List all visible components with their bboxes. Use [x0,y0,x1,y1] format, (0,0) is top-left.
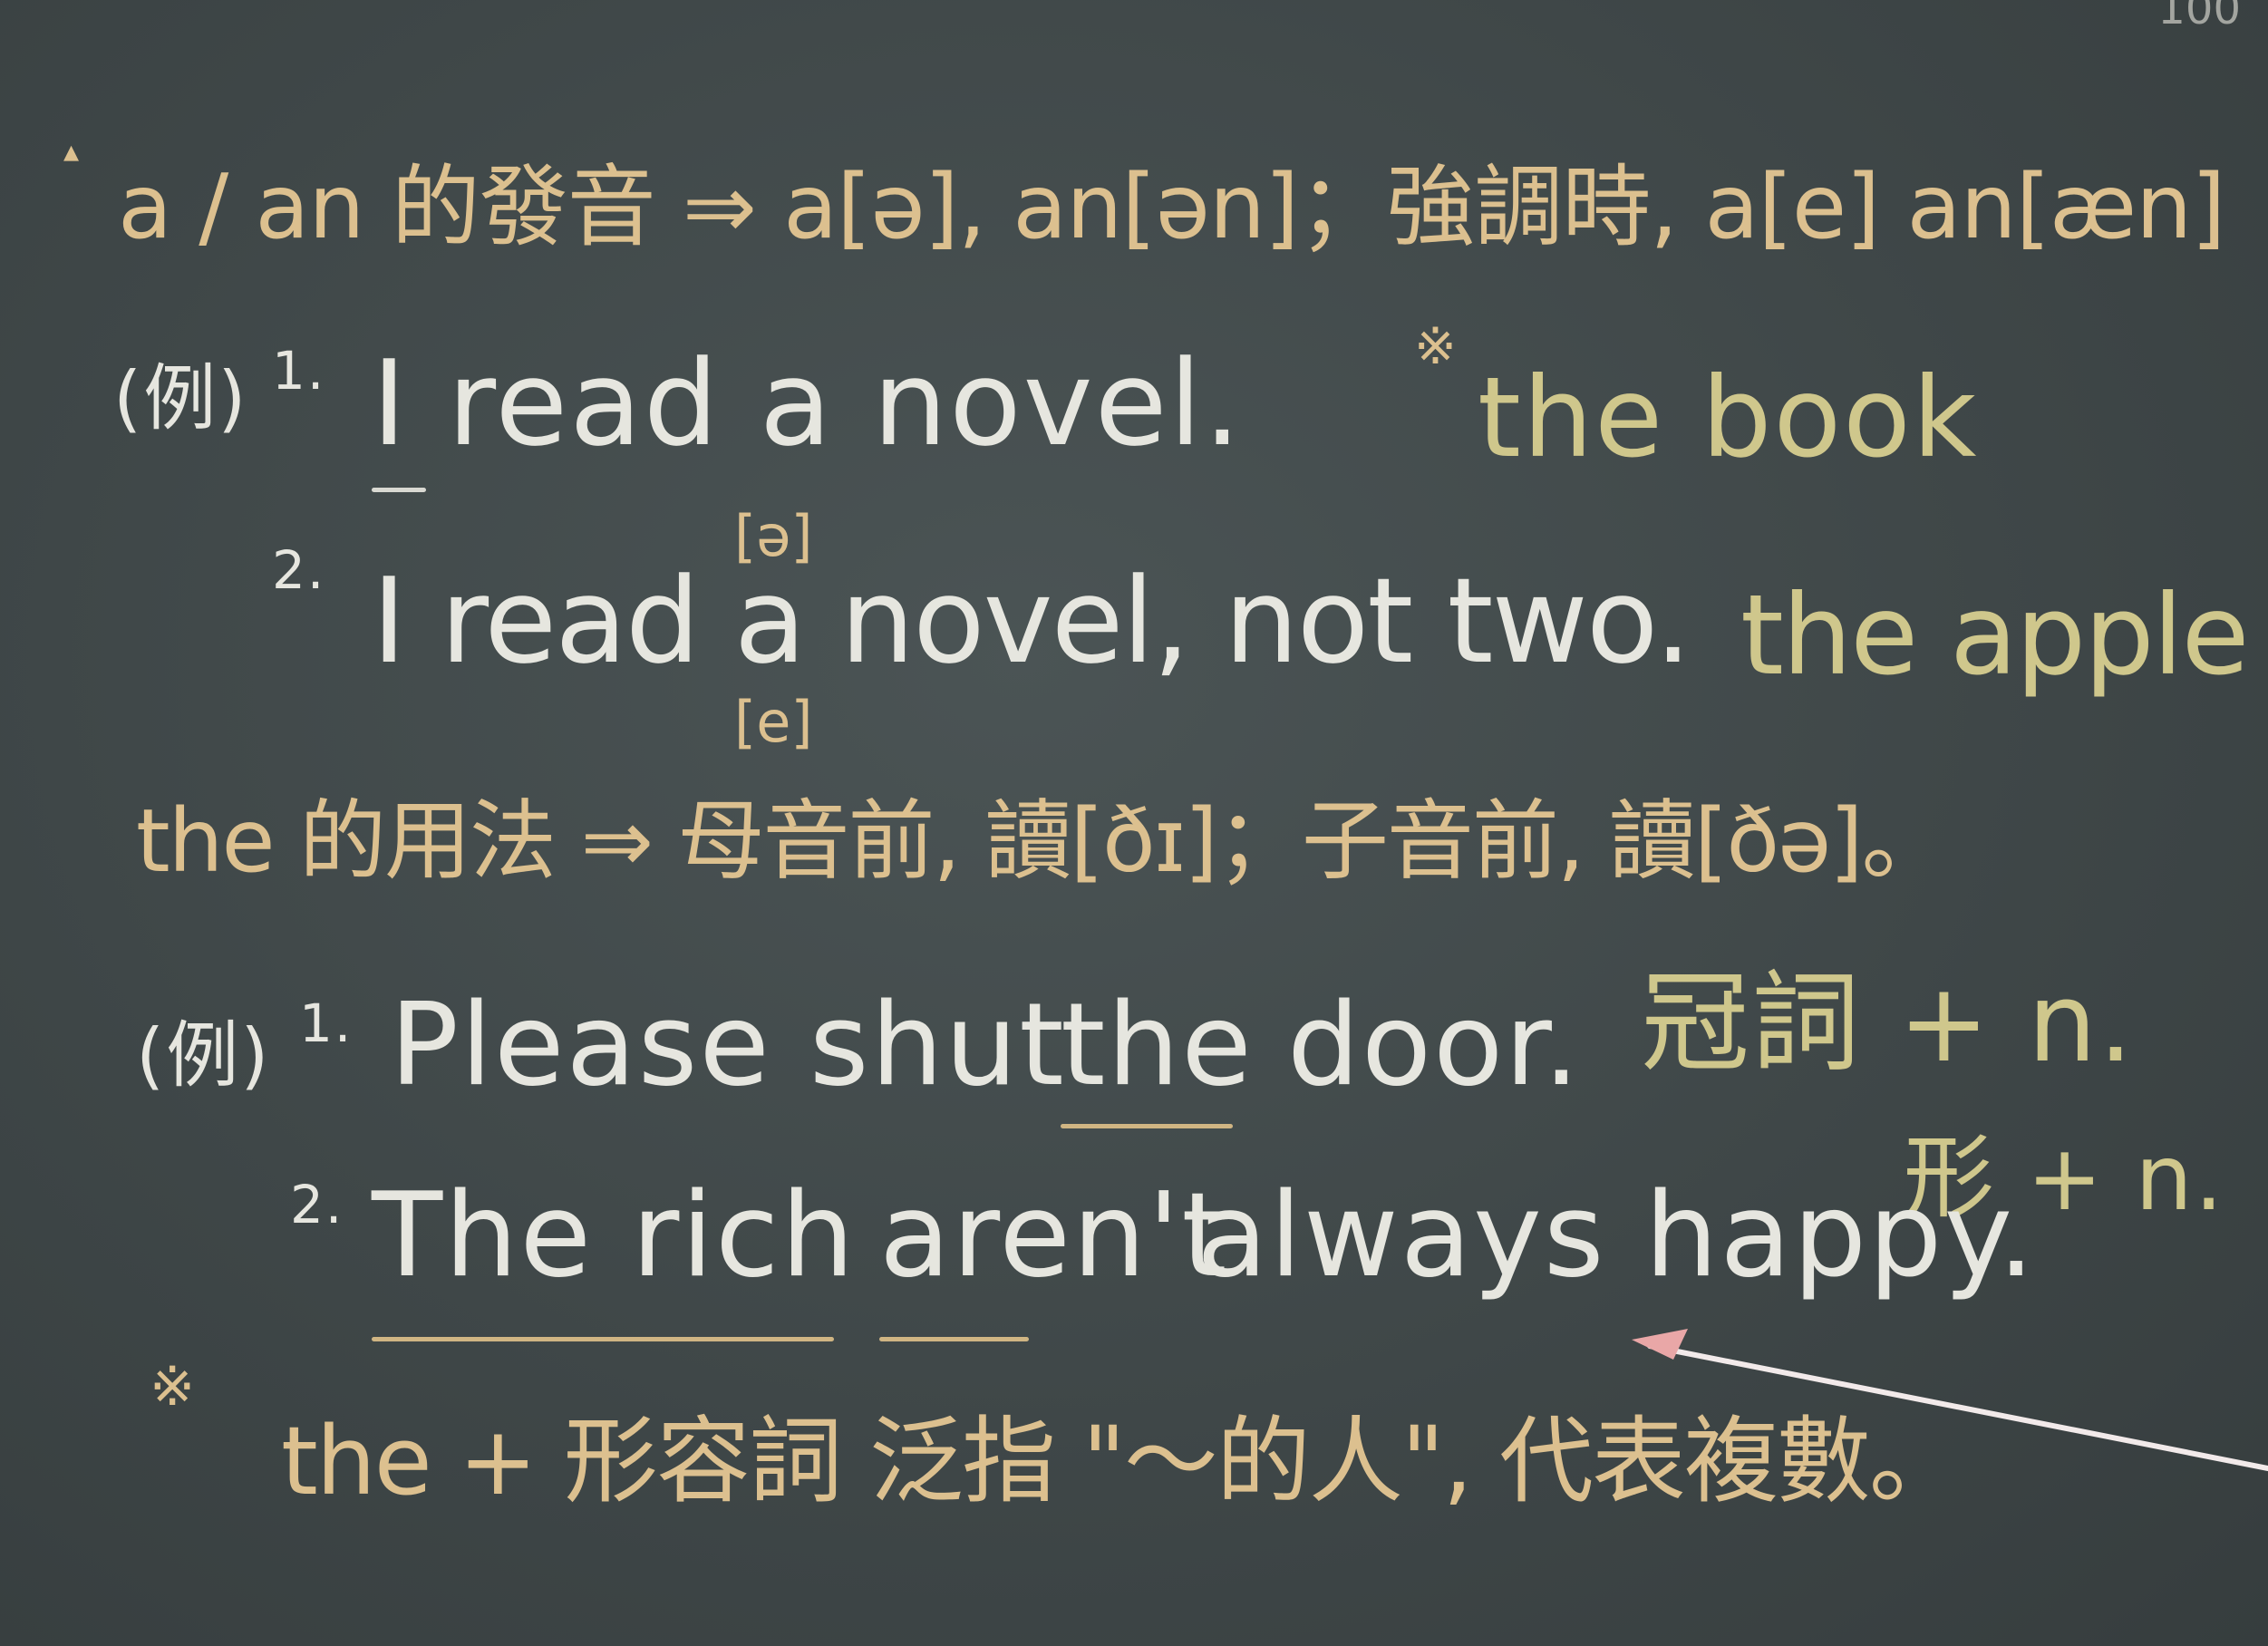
example2-sentence-1-the: the [1061,978,1254,1111]
note2-line1: 冠詞 + n. [1641,961,2136,1087]
heading-bullet-icon: ▴ [63,133,82,169]
heading-text: a / an 的發音 ⇒ a[ə], an[ən]；強調時, a[e] an[æ… [118,156,2225,259]
the-usage-text: the 的用法 ⇒ 母音前, 讀[ðɪ]；子音前, 讀[ðə]。 [136,790,1949,892]
example1-number-2: 2. [272,539,326,601]
example1-sentence-2: I read a novel, not two. [372,552,1691,690]
example1-sentence-1: I read a novel. [372,334,1244,472]
phonetic-e: [e] [734,689,813,755]
example2-sentence-1-end: door. [1287,978,1582,1111]
example2-sentence-2-arent: aren't [879,1168,1229,1303]
note2-line2: 形 + n. [1904,1125,2225,1231]
corner-text: 100 [2157,0,2241,34]
note1-mark-icon: ※ [1414,317,1459,376]
underline-the-rich [372,1337,834,1341]
example2-number-2: 2. [290,1174,344,1235]
example2-sentence-1-start: Please shut [390,978,1066,1111]
example2-number-1: 1. [299,992,354,1054]
example1-label: (例) [113,356,248,441]
note1-line2: the apple [1740,571,2250,700]
example1-number-1: 1. [272,340,326,402]
underline-the [1061,1124,1233,1128]
footer-text: the + 形容詞 泛指 "～的人", 代表複數。 [281,1406,1963,1516]
example2-sentence-2-end: always happy. [1197,1168,2037,1303]
example2-label: (例) [136,1013,271,1098]
underline-I [372,488,426,492]
phonetic-schwa: [ə] [734,503,813,569]
example2-sentence-2-the-rich: The rich [372,1168,857,1303]
footer-mark-icon: ※ [150,1355,198,1418]
underline-arent [879,1337,1029,1341]
note1-line1: the book [1478,353,1979,482]
